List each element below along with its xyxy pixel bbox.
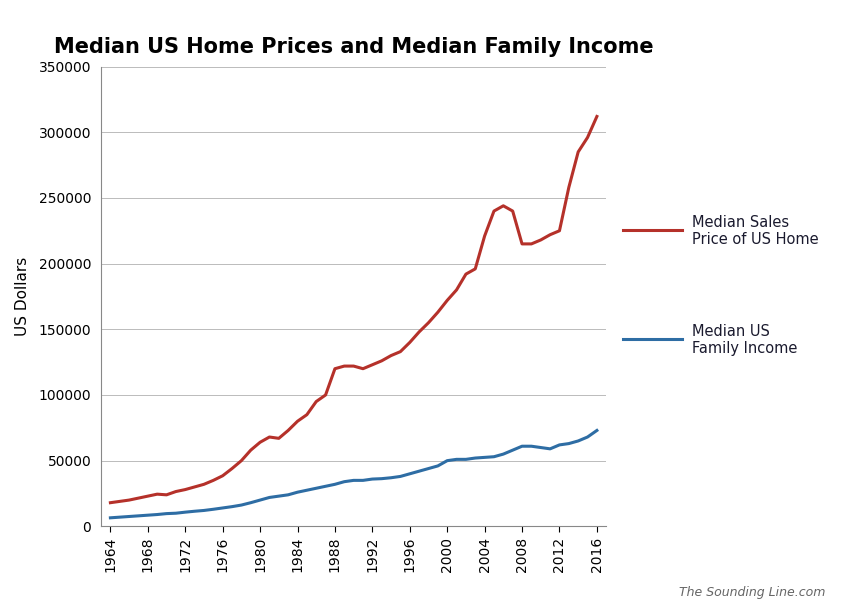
- Text: Median US
Family Income: Median US Family Income: [692, 324, 797, 356]
- Text: The Sounding Line.com: The Sounding Line.com: [679, 586, 825, 599]
- Y-axis label: US Dollars: US Dollars: [15, 257, 30, 336]
- Title: Median US Home Prices and Median Family Income: Median US Home Prices and Median Family …: [54, 37, 653, 57]
- Text: Median Sales
Price of US Home: Median Sales Price of US Home: [692, 215, 818, 247]
